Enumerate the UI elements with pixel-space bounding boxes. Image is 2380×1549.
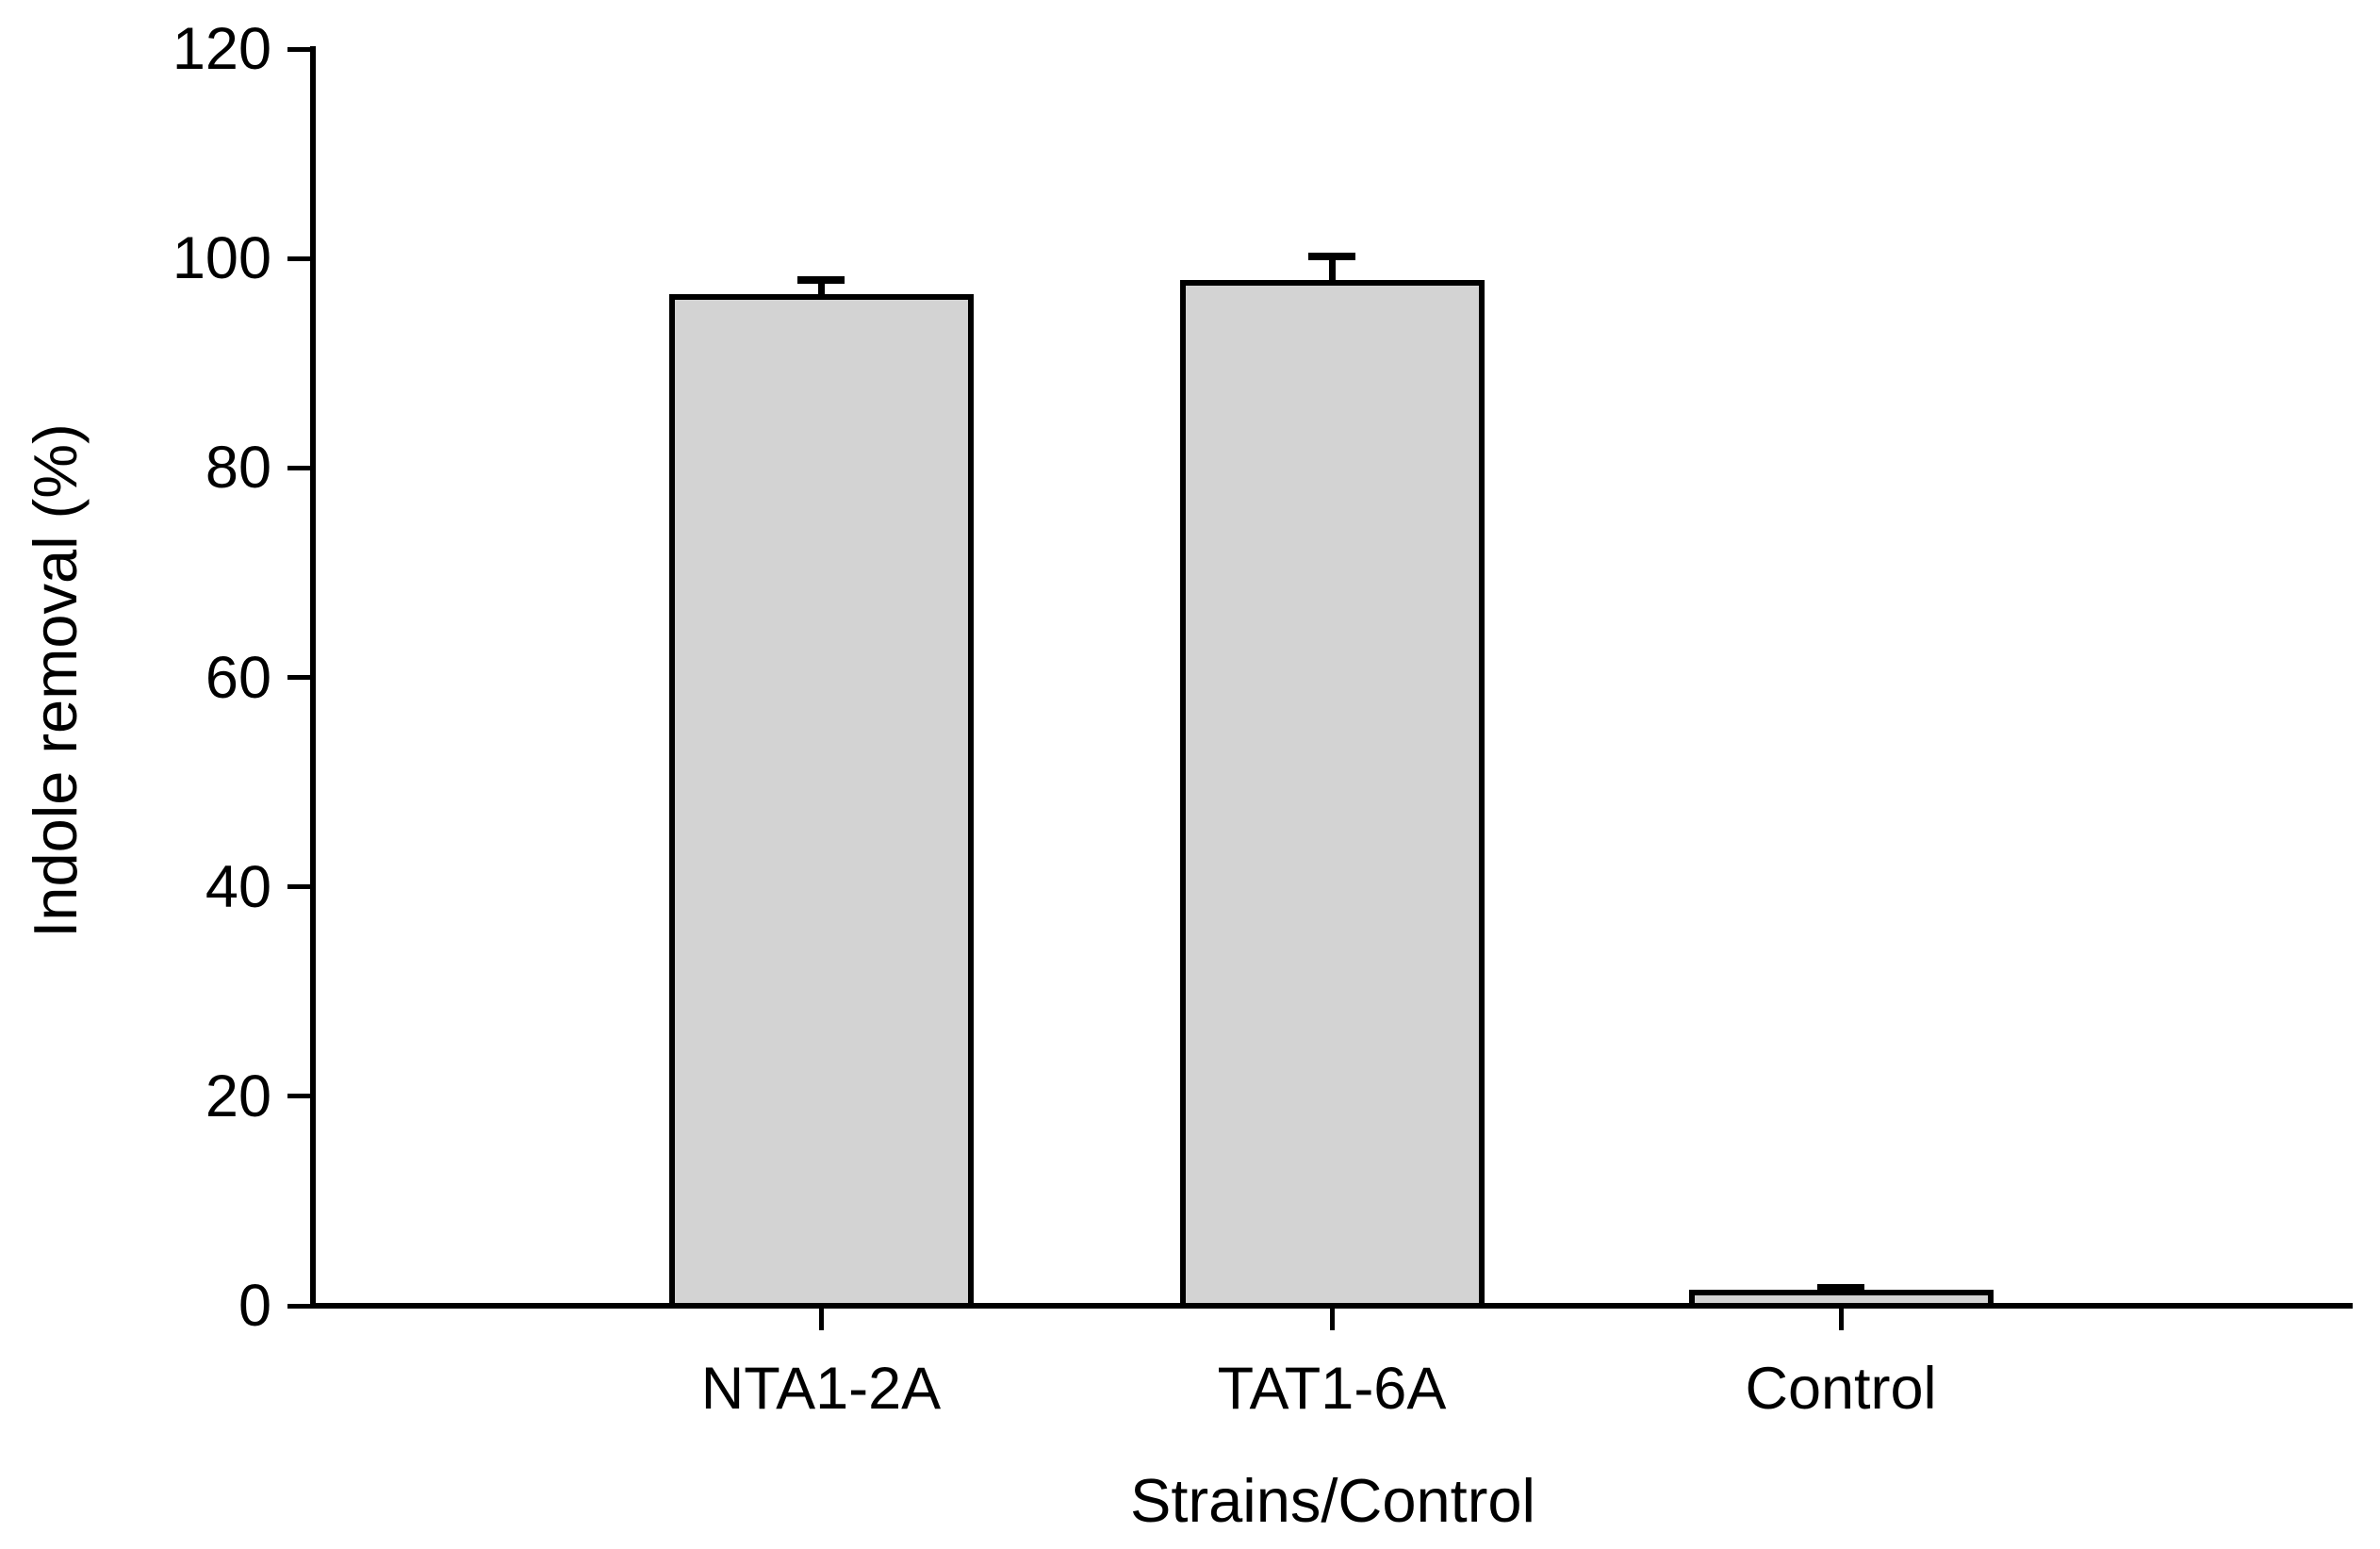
error-bar-cap (797, 276, 845, 284)
y-tick-label: 80 (205, 435, 271, 501)
error-bar-cap (1817, 1284, 1864, 1292)
y-tick-label: 20 (205, 1063, 271, 1129)
bar (669, 294, 974, 1309)
category-tick (1839, 1306, 1844, 1330)
y-tick (287, 884, 310, 889)
y-tick-label: 120 (172, 16, 271, 82)
y-tick (287, 47, 310, 52)
y-axis-title: Indole removal (%) (21, 423, 90, 938)
category-label: TAT1-6A (1217, 1356, 1447, 1422)
category-tick (1330, 1306, 1335, 1330)
y-tick-label: 0 (238, 1273, 271, 1339)
y-tick (287, 1304, 310, 1309)
x-axis-title: Strains/Control (1130, 1466, 1535, 1535)
y-tick (287, 256, 310, 261)
error-bar-line (1329, 256, 1336, 294)
y-axis-line (310, 46, 316, 1309)
category-label: NTA1-2A (700, 1356, 942, 1422)
y-tick (287, 675, 310, 680)
y-tick-label: 40 (205, 854, 271, 920)
bar (1180, 280, 1485, 1309)
y-tick-label: 60 (205, 645, 271, 711)
error-bar-cap (1308, 253, 1355, 260)
y-tick (287, 1094, 310, 1098)
y-tick (287, 466, 310, 470)
category-label: Control (1745, 1356, 1937, 1422)
y-tick-label: 100 (172, 225, 271, 291)
category-tick (819, 1306, 824, 1330)
